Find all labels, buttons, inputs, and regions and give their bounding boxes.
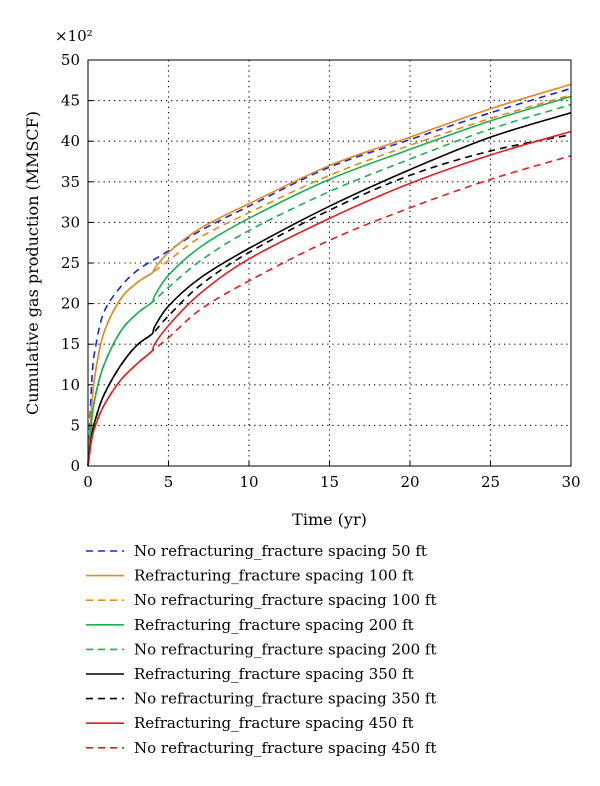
series-line-5 bbox=[87, 103, 572, 467]
grid bbox=[88, 60, 571, 466]
legend-label-3: No refracturing_fracture spacing 100 ft bbox=[134, 591, 436, 609]
y-axis-title: Cumulative gas production (MMSCF) bbox=[23, 111, 42, 415]
y-tick-label-15: 15 bbox=[61, 335, 80, 353]
x-axis-title: Time (yr) bbox=[292, 510, 367, 529]
x-tick-label-30: 30 bbox=[561, 473, 580, 491]
y-tick-label-0: 0 bbox=[70, 457, 80, 475]
series-lines bbox=[87, 83, 572, 467]
y-tick-label-25: 25 bbox=[61, 254, 80, 272]
x-tick-label-10: 10 bbox=[239, 473, 258, 491]
x-tick-label-5: 5 bbox=[164, 473, 174, 491]
y-tick-label-40: 40 bbox=[61, 132, 80, 150]
y-tick-label-5: 5 bbox=[70, 416, 80, 434]
legend-label-4: Refracturing_fracture spacing 200 ft bbox=[134, 616, 414, 634]
x-tick-label-20: 20 bbox=[400, 473, 419, 491]
x-tick-label-25: 25 bbox=[481, 473, 500, 491]
legend-label-9: No refracturing_fracture spacing 450 ft bbox=[134, 739, 436, 757]
y-tick-label-10: 10 bbox=[61, 376, 80, 394]
legend-label-7: No refracturing_fracture spacing 350 ft bbox=[134, 690, 436, 708]
legend-label-5: No refracturing_fracture spacing 200 ft bbox=[134, 640, 436, 658]
y-tick-label-50: 50 bbox=[61, 51, 80, 69]
x-tick-label-0: 0 bbox=[83, 473, 93, 491]
series-line-8 bbox=[87, 130, 572, 467]
legend-label-8: Refracturing_fracture spacing 450 ft bbox=[134, 714, 414, 732]
y-tick-label-30: 30 bbox=[61, 213, 80, 231]
y-tick-label-45: 45 bbox=[61, 92, 80, 110]
series-line-6 bbox=[87, 112, 572, 467]
legend: No refracturing_fracture spacing 50 ft Re… bbox=[86, 542, 436, 757]
series-line-7 bbox=[87, 133, 572, 467]
legend-label-2: Refracturing_fracture spacing 100 ft bbox=[134, 567, 414, 585]
axis-ticks: 0 5 10 15 20 25 30 0 5 10 15 20 25 30 35 40 45 50 bbox=[61, 51, 581, 491]
series-line-1 bbox=[87, 87, 572, 467]
x-tick-label-15: 15 bbox=[320, 473, 339, 491]
y-multiplier-label: ×10² bbox=[55, 27, 93, 45]
legend-label-6: Refracturing_fracture spacing 350 ft bbox=[134, 665, 414, 683]
series-line-3 bbox=[87, 94, 572, 467]
legend-label-1: No refracturing_fracture spacing 50 ft bbox=[134, 542, 427, 560]
series-line-9 bbox=[87, 155, 572, 467]
y-tick-label-35: 35 bbox=[61, 173, 80, 191]
y-tick-label-20: 20 bbox=[61, 295, 80, 313]
